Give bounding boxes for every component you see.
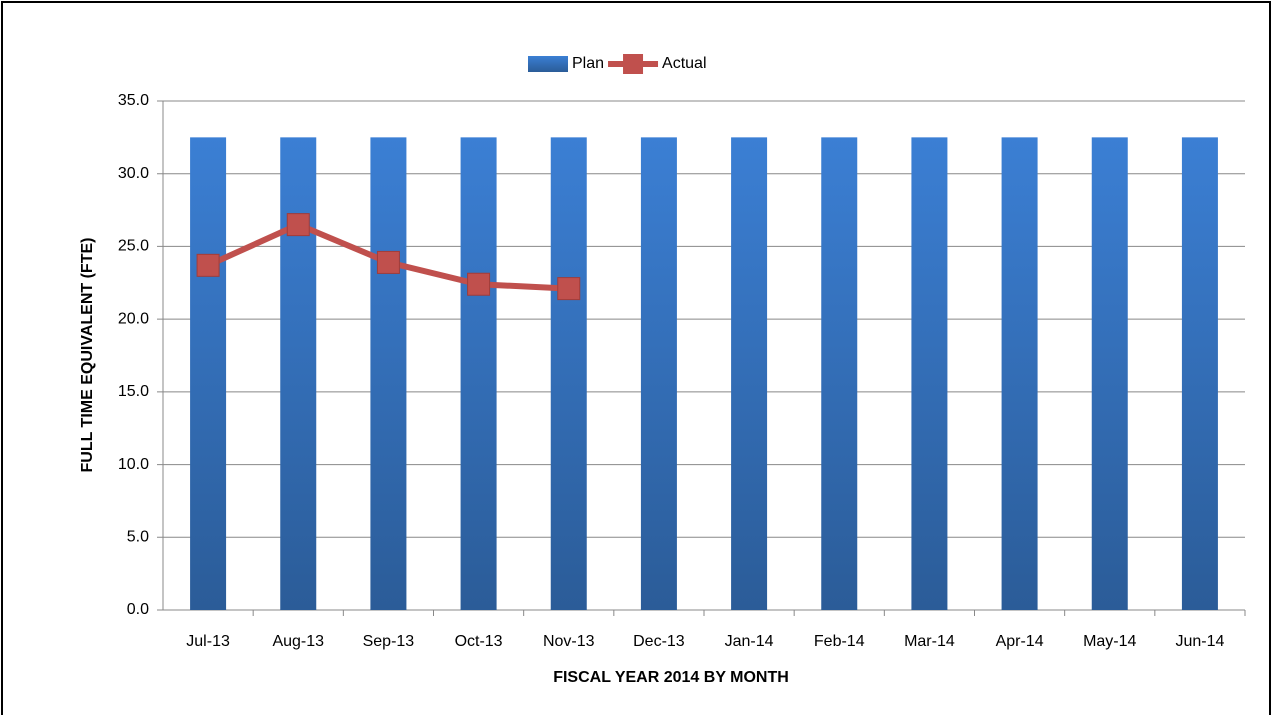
x-tick-label: Jan-14 xyxy=(725,633,774,650)
x-tick-label: Nov-13 xyxy=(543,633,595,650)
bar xyxy=(190,137,227,610)
legend-label: Actual xyxy=(662,55,706,72)
y-axis-title: FULL TIME EQUIVALENT (FTE) xyxy=(79,238,96,473)
legend-label: Plan xyxy=(572,55,604,72)
y-tick-label: 25.0 xyxy=(118,238,149,255)
x-axis-title: FISCAL YEAR 2014 BY MONTH xyxy=(553,669,789,686)
bar xyxy=(370,137,407,610)
legend-swatch xyxy=(528,56,568,72)
y-tick-label: 20.0 xyxy=(118,310,149,327)
x-tick-label: Mar-14 xyxy=(904,633,955,650)
y-tick-label: 15.0 xyxy=(118,383,149,400)
bar xyxy=(550,137,587,610)
marker xyxy=(196,253,220,277)
bar xyxy=(640,137,677,610)
bar xyxy=(911,137,948,610)
x-tick-label: Jul-13 xyxy=(186,633,230,650)
x-tick-label: Oct-13 xyxy=(455,633,503,650)
marker xyxy=(376,250,400,274)
marker xyxy=(467,272,491,296)
y-tick-label: 30.0 xyxy=(118,165,149,182)
bar xyxy=(460,137,497,610)
bar xyxy=(1001,137,1038,610)
x-tick-label: Apr-14 xyxy=(996,633,1044,650)
bar xyxy=(731,137,768,610)
y-tick-label: 5.0 xyxy=(127,529,149,546)
bar xyxy=(280,137,317,610)
x-tick-label: Aug-13 xyxy=(272,633,324,650)
y-tick-label: 0.0 xyxy=(127,601,149,618)
legend-swatch xyxy=(623,54,644,74)
bar xyxy=(821,137,858,610)
x-tick-label: Dec-13 xyxy=(633,633,685,650)
y-tick-label: 10.0 xyxy=(118,456,149,473)
x-tick-label: May-14 xyxy=(1083,633,1136,650)
marker xyxy=(286,213,310,237)
y-tick-label: 35.0 xyxy=(118,92,149,109)
bar xyxy=(1181,137,1218,610)
bar xyxy=(1091,137,1128,610)
x-tick-label: Jun-14 xyxy=(1175,633,1224,650)
x-tick-label: Sep-13 xyxy=(363,633,415,650)
x-tick-label: Feb-14 xyxy=(814,633,865,650)
marker xyxy=(557,277,581,301)
